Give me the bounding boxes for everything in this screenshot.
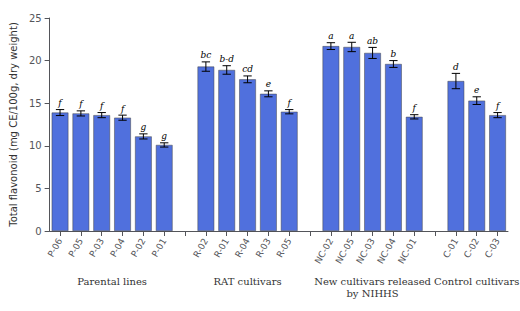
svg-text:R-04: R-04 <box>233 236 252 259</box>
svg-text:f: f <box>412 103 418 113</box>
svg-text:b: b <box>391 49 397 59</box>
svg-text:5: 5 <box>35 183 41 194</box>
svg-text:NC-05: NC-05 <box>334 236 356 265</box>
svg-text:P-02: P-02 <box>129 236 148 258</box>
svg-text:Parental lines: Parental lines <box>77 276 147 287</box>
svg-text:R-02: R-02 <box>191 236 210 259</box>
svg-text:NC-01: NC-01 <box>396 236 418 265</box>
svg-text:P-01: P-01 <box>150 236 169 258</box>
svg-text:Total flavonoid (mg CE/100g, d: Total flavonoid (mg CE/100g, dry weight) <box>8 22 19 228</box>
svg-text:R-03: R-03 <box>254 236 273 259</box>
svg-text:R-01: R-01 <box>212 236 231 259</box>
svg-text:f: f <box>99 101 105 111</box>
svg-text:C-03: C-03 <box>483 236 502 259</box>
svg-text:f: f <box>120 104 126 114</box>
svg-text:C-01: C-01 <box>441 236 460 259</box>
svg-text:a: a <box>349 31 354 41</box>
svg-text:f: f <box>287 98 293 108</box>
svg-text:g: g <box>141 122 147 132</box>
svg-text:0: 0 <box>35 226 41 237</box>
svg-text:cd: cd <box>242 64 253 74</box>
svg-text:NC-02: NC-02 <box>313 236 335 265</box>
svg-text:b-d: b-d <box>219 54 234 64</box>
svg-text:New cultivars released: New cultivars released <box>314 276 431 287</box>
svg-text:R-05: R-05 <box>275 236 294 259</box>
svg-text:RAT cultivars: RAT cultivars <box>214 276 282 287</box>
svg-text:f: f <box>495 101 501 111</box>
svg-text:by NIHHS: by NIHHS <box>346 288 398 299</box>
svg-text:20: 20 <box>29 55 42 66</box>
svg-text:e: e <box>474 85 479 95</box>
svg-text:g: g <box>161 131 167 141</box>
svg-text:10: 10 <box>29 140 42 151</box>
svg-text:P-06: P-06 <box>46 236 65 258</box>
svg-text:Control cultivars: Control cultivars <box>434 276 519 287</box>
svg-text:C-02: C-02 <box>462 236 481 259</box>
svg-text:P-03: P-03 <box>87 236 106 258</box>
svg-text:e: e <box>266 79 271 89</box>
svg-text:P-05: P-05 <box>67 236 86 258</box>
svg-text:15: 15 <box>29 98 42 109</box>
svg-text:f: f <box>78 99 84 109</box>
svg-text:bc: bc <box>200 50 211 60</box>
svg-text:d: d <box>453 62 459 72</box>
svg-text:f: f <box>57 98 63 108</box>
svg-text:P-04: P-04 <box>108 236 127 258</box>
svg-text:25: 25 <box>29 13 42 24</box>
svg-text:NC-04: NC-04 <box>375 236 398 265</box>
svg-text:ab: ab <box>367 36 378 46</box>
svg-text:a: a <box>328 31 333 41</box>
svg-text:NC-03: NC-03 <box>354 236 376 265</box>
